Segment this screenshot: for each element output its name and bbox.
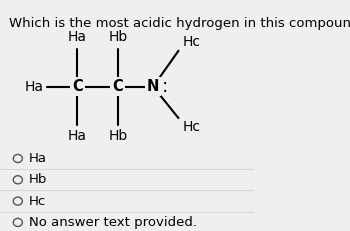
Text: Ha: Ha: [68, 129, 87, 143]
Text: Hb: Hb: [108, 30, 127, 44]
Text: Hc: Hc: [29, 195, 46, 208]
Text: Ha: Ha: [68, 30, 87, 44]
Text: Hc: Hc: [182, 120, 200, 134]
Text: Ha: Ha: [29, 152, 47, 165]
Text: Hb: Hb: [29, 173, 47, 186]
Text: Hc: Hc: [182, 34, 200, 49]
Text: C: C: [72, 79, 83, 94]
Text: No answer text provided.: No answer text provided.: [29, 216, 197, 229]
Text: Ha: Ha: [24, 80, 43, 94]
Text: Hb: Hb: [108, 129, 127, 143]
Text: :: :: [161, 77, 168, 96]
Text: C: C: [112, 79, 123, 94]
Text: Which is the most acidic hydrogen in this compound?: Which is the most acidic hydrogen in thi…: [9, 17, 350, 30]
Text: N: N: [147, 79, 159, 94]
